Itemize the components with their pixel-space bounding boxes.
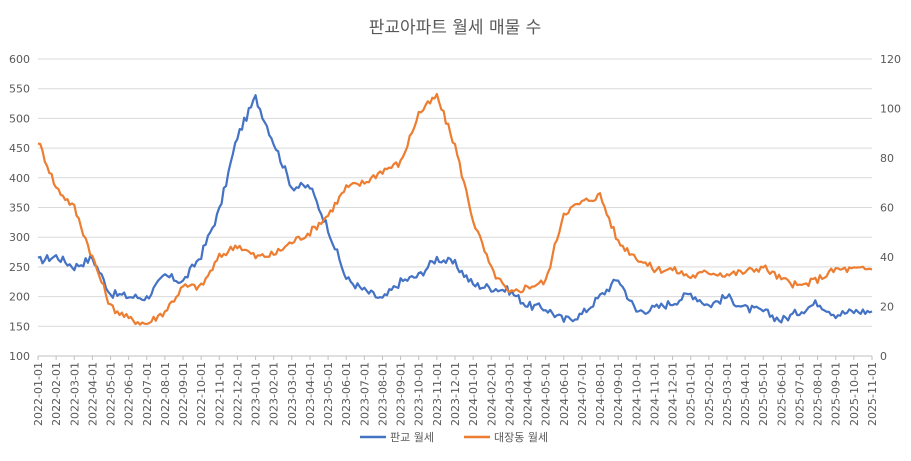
x-tick-label: 2023-01-01: [250, 362, 263, 426]
x-tick-label: 2025-09-01: [830, 362, 843, 426]
right-tick-label: 20: [880, 301, 894, 314]
x-tick-label: 2022-07-01: [141, 362, 154, 426]
x-tick-label: 2025-07-01: [793, 362, 806, 426]
right-tick-label: 120: [880, 53, 901, 66]
x-tick-label: 2025-08-01: [812, 362, 825, 426]
x-tick-label: 2023-11-01: [431, 362, 444, 426]
left-axis: 600 550 500 450 400 350 300 250 200 150 100: [9, 53, 30, 363]
x-tick-label: 2022-01-01: [32, 362, 45, 426]
x-tick-label: 2022-02-01: [50, 362, 63, 426]
x-tick-label: 2022-03-01: [68, 362, 81, 426]
x-tick-label: 2024-07-01: [576, 362, 589, 426]
x-tick-label: 2024-01-01: [467, 362, 480, 426]
x-tick-label: 2022-11-01: [213, 362, 226, 426]
x-tick-label: 2023-03-01: [286, 362, 299, 426]
series-line: [37, 92, 873, 326]
x-tick-label: 2023-02-01: [268, 362, 281, 426]
left-tick-label: 550: [9, 83, 30, 96]
right-axis: 120 100 80 60 40 20 0: [880, 53, 901, 363]
x-tick-label: 2022-05-01: [105, 362, 118, 426]
x-tick-label: 2024-06-01: [558, 362, 571, 426]
right-tick-label: 60: [880, 202, 894, 215]
x-tick-label: 2023-07-01: [358, 362, 371, 426]
x-tick-label: 2024-08-01: [594, 362, 607, 426]
legend-label: 판교 월세: [390, 431, 434, 444]
x-tick-label: 2025-03-01: [721, 362, 734, 426]
left-tick-label: 350: [9, 202, 30, 215]
x-tick-label: 2024-12-01: [667, 362, 680, 426]
left-tick-label: 400: [9, 172, 30, 185]
right-tick-label: 80: [880, 152, 894, 165]
x-tick-label: 2025-10-01: [848, 362, 861, 426]
left-tick-label: 450: [9, 142, 30, 155]
chart-title: 판교아파트 월세 매물 수: [369, 18, 542, 38]
series-lines: [37, 92, 873, 326]
x-tick-label: 2022-06-01: [123, 362, 136, 426]
x-tick-label: 2023-06-01: [340, 362, 353, 426]
x-tick-label: 2024-09-01: [612, 362, 625, 426]
x-tick-label: 2022-09-01: [177, 362, 190, 426]
x-tick-label: 2023-05-01: [322, 362, 335, 426]
x-tick-label: 2022-12-01: [231, 362, 244, 426]
left-tick-label: 150: [9, 320, 30, 333]
x-tick-label: 2025-05-01: [757, 362, 770, 426]
x-tick-label: 2025-01-01: [685, 362, 698, 426]
left-tick-label: 300: [9, 231, 30, 244]
x-tick-label: 2024-02-01: [485, 362, 498, 426]
x-tick-label: 2025-04-01: [739, 362, 752, 426]
x-tick-label: 2025-11-01: [866, 362, 879, 426]
x-tick-label: 2023-10-01: [413, 362, 426, 426]
left-tick-label: 200: [9, 291, 30, 304]
legend-label: 대장동 월세: [494, 431, 548, 444]
right-tick-label: 100: [880, 103, 901, 116]
x-tick-label: 2025-06-01: [775, 362, 788, 426]
x-tick-label: 2023-08-01: [376, 362, 389, 426]
x-tick-label: 2022-08-01: [159, 362, 172, 426]
left-tick-label: 600: [9, 53, 30, 66]
right-tick-label: 0: [880, 350, 887, 363]
x-tick-label: 2024-10-01: [630, 362, 643, 426]
x-tick-label: 2024-03-01: [503, 362, 516, 426]
x-axis: 2022-01-01 2022-02-01 2022-03-01 2022-04-01…: [32, 355, 879, 426]
x-tick-label: 2024-11-01: [648, 362, 661, 426]
legend: 판교 월세 대장동 월세: [360, 431, 548, 444]
x-tick-label: 2024-04-01: [522, 362, 535, 426]
x-tick-label: 2023-04-01: [304, 362, 317, 426]
gridlines: [38, 58, 872, 357]
x-tick-label: 2022-10-01: [195, 362, 208, 426]
x-tick-label: 2023-12-01: [449, 362, 462, 426]
right-tick-label: 40: [880, 251, 894, 264]
x-tick-label: 2023-09-01: [395, 362, 408, 426]
x-tick-label: 2025-02-01: [703, 362, 716, 426]
left-tick-label: 100: [9, 350, 30, 363]
series-line: [37, 94, 873, 324]
x-tick-label: 2022-04-01: [86, 362, 99, 426]
left-tick-label: 250: [9, 261, 30, 274]
left-tick-label: 500: [9, 112, 30, 125]
x-tick-label: 2024-05-01: [540, 362, 553, 426]
